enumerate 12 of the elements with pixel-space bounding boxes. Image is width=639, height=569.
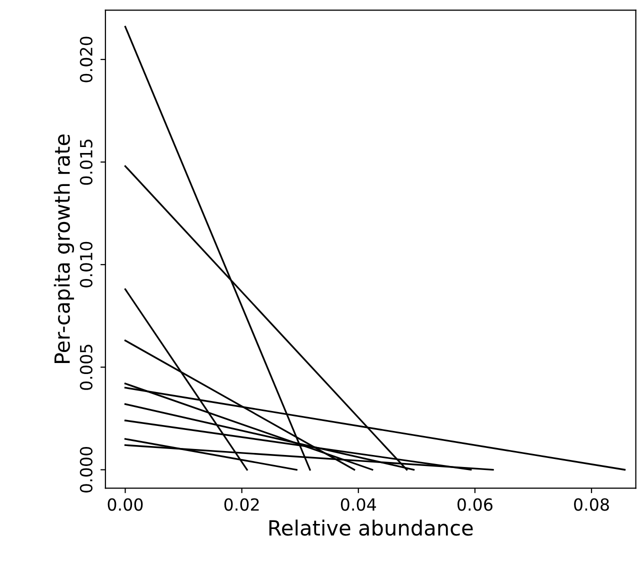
x-tick-label: 0.08: [574, 498, 609, 511]
y-tick-label: 0.000: [80, 446, 92, 492]
y-tick-label: 0.015: [80, 140, 92, 185]
y-axis-title: Per-capita growth rate: [54, 134, 74, 363]
x-tick-label: 0.06: [457, 498, 492, 511]
y-tick-label: 0.005: [80, 344, 92, 390]
x-tick-label: 0.00: [108, 498, 143, 511]
y-tick-label: 0.010: [80, 242, 92, 288]
x-tick-label: 0.04: [340, 498, 376, 511]
x-axis-title: Relative abundance: [269, 520, 473, 536]
y-tick-label: 0.020: [80, 36, 92, 82]
x-tick-label: 0.02: [224, 498, 259, 511]
